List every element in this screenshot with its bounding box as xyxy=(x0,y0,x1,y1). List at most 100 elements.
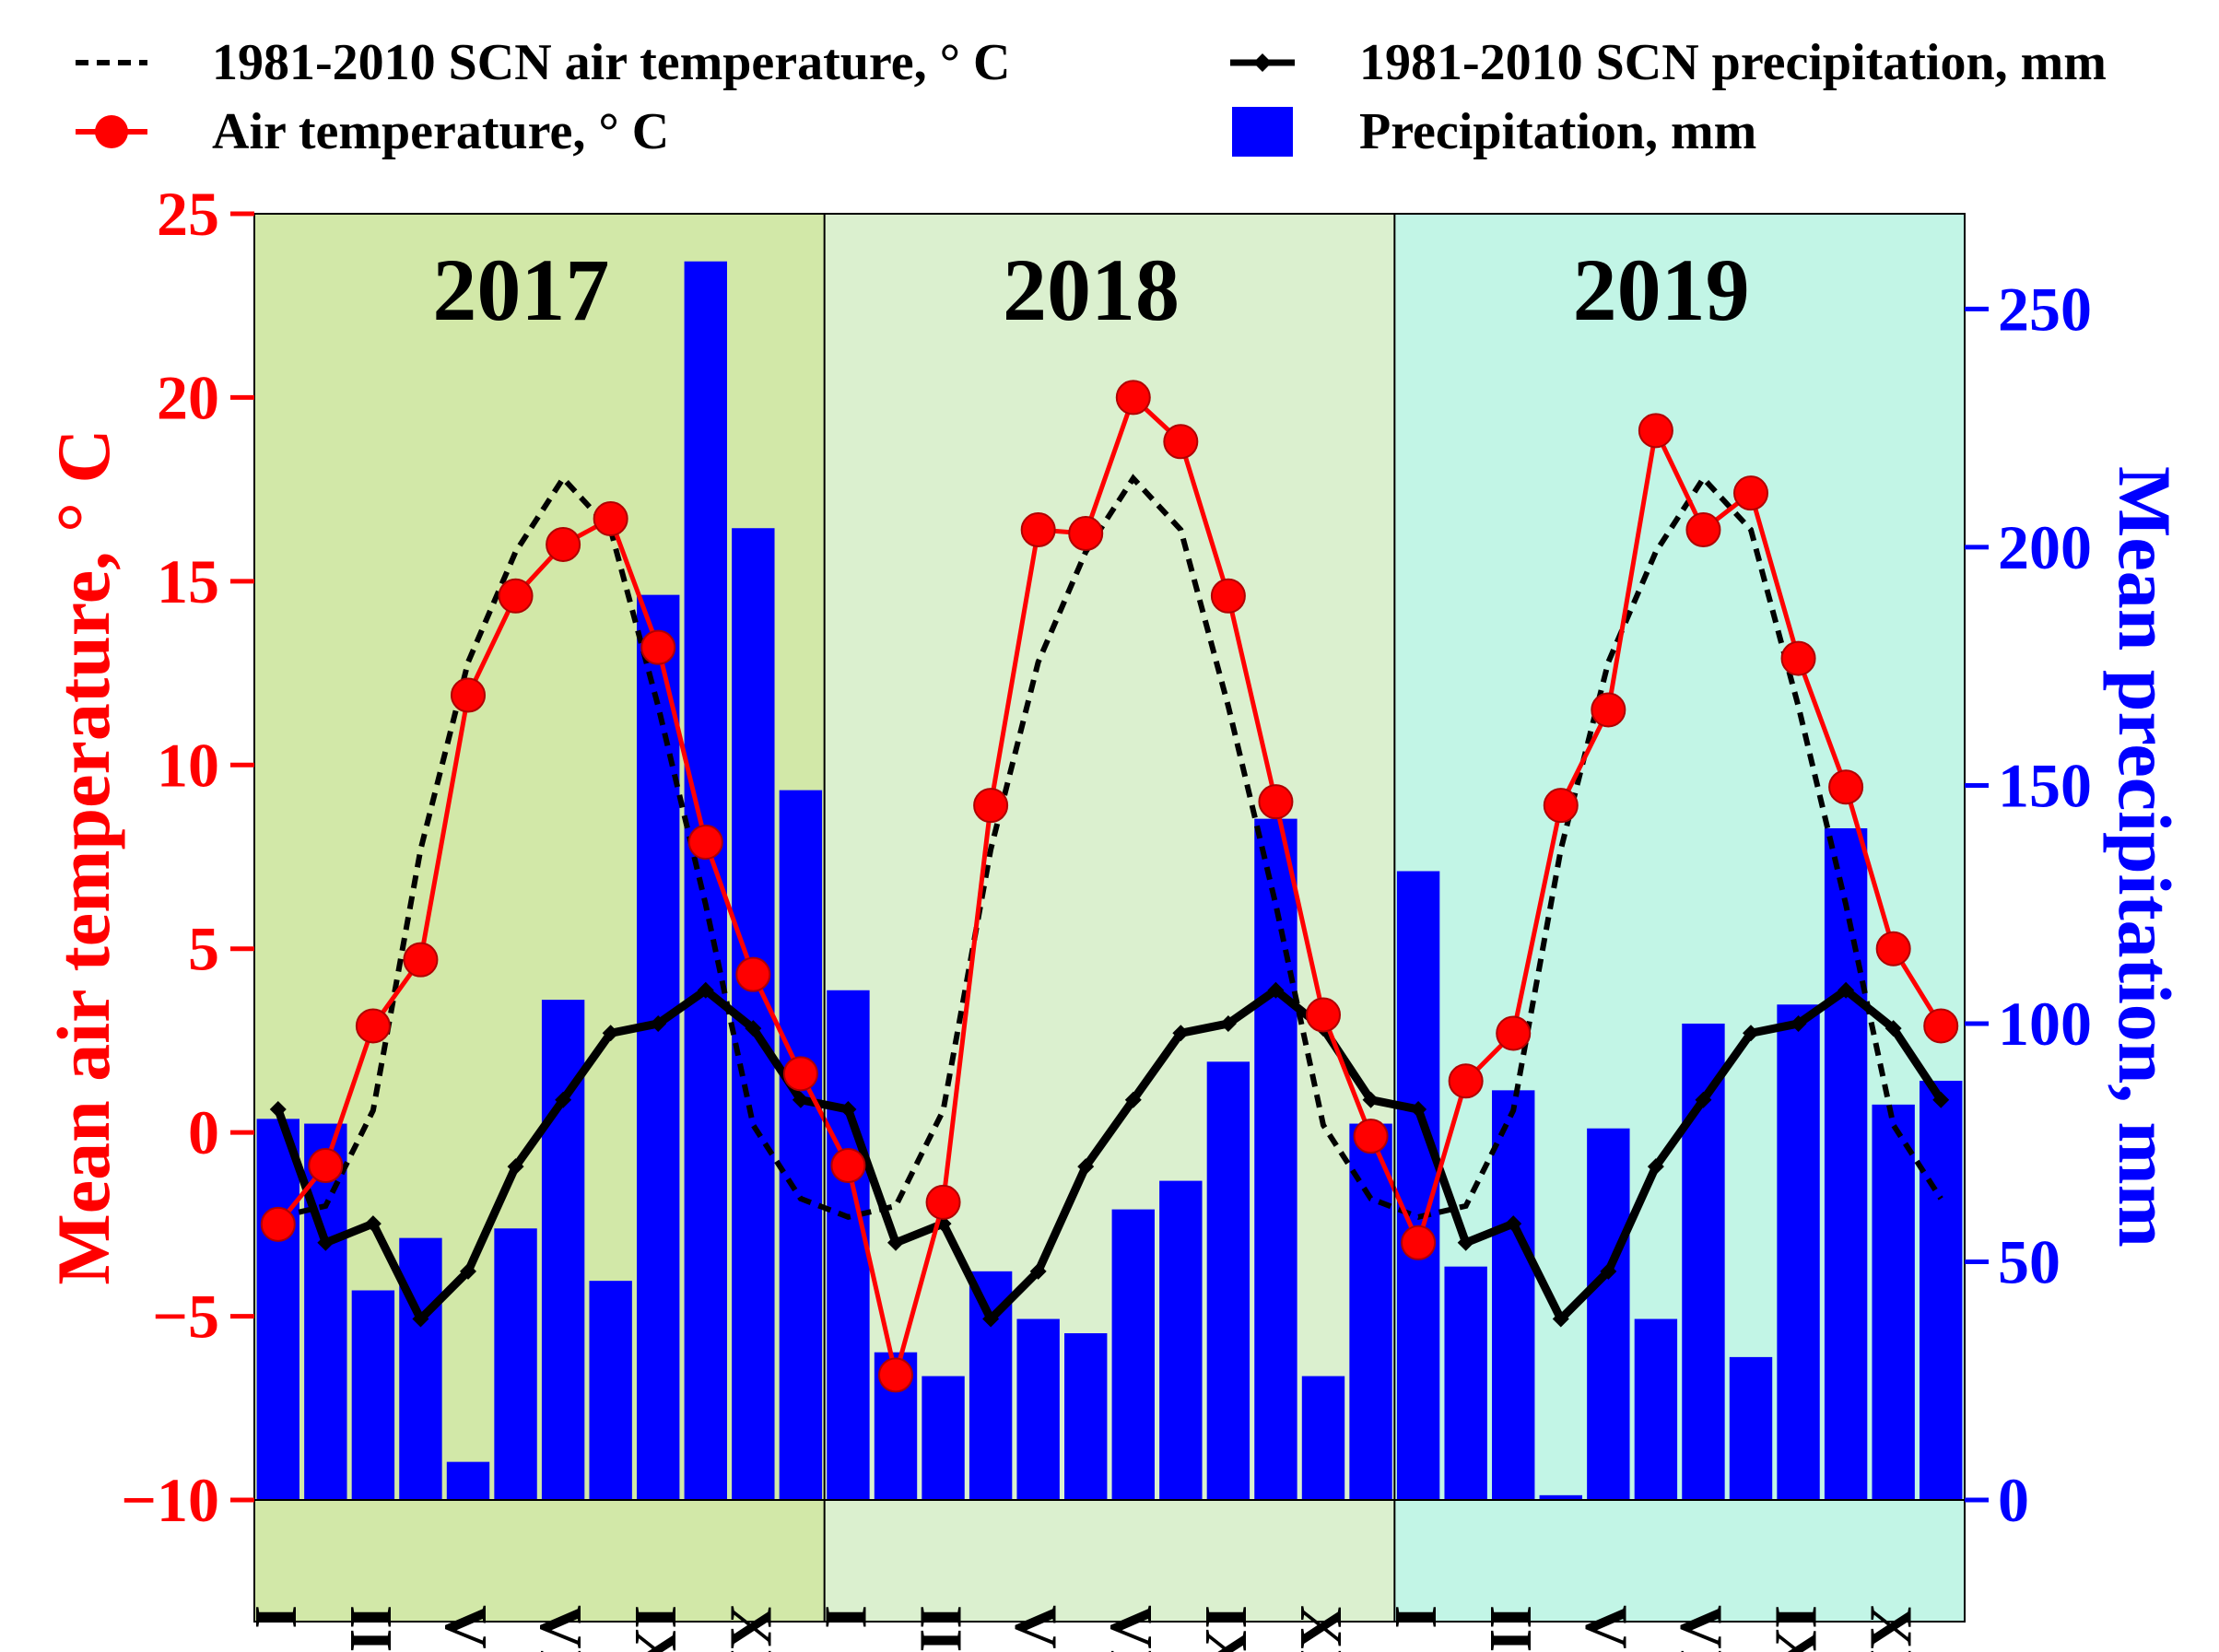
air-temp-point-15 xyxy=(973,788,1009,824)
scn-precip-point-32 xyxy=(1790,1014,1807,1032)
air-temp-point-7 xyxy=(593,501,628,537)
year-label-2019: 2019 xyxy=(1573,240,1750,339)
precip-bar-26 xyxy=(1492,1090,1535,1500)
month-label-2018-I: I xyxy=(812,1605,879,1629)
left-tick-label-25: 25 xyxy=(157,179,219,249)
scn-precip-point-27 xyxy=(1552,1310,1569,1328)
scn-precip-point-20 xyxy=(1219,1014,1237,1032)
left-axis-title: Mean air temperature, ° C xyxy=(41,428,125,1284)
right-tick-label-200: 200 xyxy=(1998,512,2092,582)
month-label-2017-XI: XI xyxy=(717,1605,784,1652)
scn-precip-point-3 xyxy=(412,1310,429,1328)
air-temp-point-11 xyxy=(782,1056,818,1092)
scn-precip-point-34 xyxy=(1884,1020,1902,1037)
precip-bar-28 xyxy=(1587,1128,1630,1500)
legend-precip-label: Precipitation, mm xyxy=(1359,103,1756,160)
precip-bar-19 xyxy=(1159,1180,1203,1500)
air-temp-point-18 xyxy=(1115,380,1151,416)
scn-precip-point-5 xyxy=(507,1158,524,1176)
air-temp-point-31 xyxy=(1733,475,1768,511)
precip-bar-22 xyxy=(1301,1376,1345,1500)
left-tick-label-10: 10 xyxy=(157,730,219,800)
scn-precip-point-19 xyxy=(1172,1025,1190,1042)
air-temp-point-13 xyxy=(878,1357,913,1393)
precip-bar-0 xyxy=(256,1119,299,1500)
precip-bar-4 xyxy=(446,1461,490,1500)
year-label-2017: 2017 xyxy=(432,240,609,339)
scn-precip-point-31 xyxy=(1743,1025,1759,1042)
air-temp-point-1 xyxy=(308,1148,344,1184)
precip-bar-7 xyxy=(589,1281,632,1500)
air-temp-point-22 xyxy=(1306,997,1341,1033)
panel-2019 xyxy=(1394,214,1965,1622)
left-tick-label-20: 20 xyxy=(157,362,219,432)
scn-precip-point-24 xyxy=(1410,1101,1427,1119)
legend-scn-precip-marker xyxy=(1253,53,1272,72)
precip-bar-16 xyxy=(1016,1318,1060,1500)
scn-precip-point-28 xyxy=(1600,1262,1617,1280)
month-label-2019-I: I xyxy=(1382,1605,1450,1629)
precip-bar-29 xyxy=(1634,1318,1678,1500)
scn-precip-point-35 xyxy=(1932,1091,1950,1108)
scn-precip-point-8 xyxy=(650,1014,667,1032)
air-temp-point-8 xyxy=(640,629,676,665)
air-temp-point-12 xyxy=(830,1148,866,1184)
precip-bar-3 xyxy=(399,1237,442,1500)
precip-bar-14 xyxy=(922,1376,965,1500)
scn-precip-point-2 xyxy=(364,1215,382,1233)
precip-bar-20 xyxy=(1206,1061,1250,1500)
scn-precip-point-12 xyxy=(839,1101,857,1119)
scn-precip-line xyxy=(274,985,1944,1327)
left-tick-label-15: 15 xyxy=(157,546,219,616)
legend-air-temp-label: Air temperature, ° C xyxy=(212,103,669,160)
scn-precip-point-25 xyxy=(1457,1234,1474,1251)
precip-bar-8 xyxy=(637,594,680,1500)
air-temp-point-10 xyxy=(735,956,771,992)
precip-bar-32 xyxy=(1777,1004,1820,1500)
air-temp-point-6 xyxy=(546,526,581,562)
right-tick-label-0: 0 xyxy=(1998,1465,2029,1535)
month-label-2017-VII: VII xyxy=(527,1605,594,1652)
year-label-2018: 2018 xyxy=(1003,240,1180,339)
scn-precip-point-23 xyxy=(1362,1091,1380,1108)
month-label-2019-III: III xyxy=(1477,1605,1544,1652)
panel-2017 xyxy=(254,214,825,1622)
scn-precip-point-33 xyxy=(1837,981,1855,999)
scn-precip-point-18 xyxy=(1124,1091,1142,1108)
plot-frame xyxy=(253,213,1966,1623)
month-label-2019-VII: VII xyxy=(1667,1605,1734,1652)
legend-precip-swatch xyxy=(1232,107,1293,157)
right-tick-label-250: 250 xyxy=(1998,274,2092,344)
air-temp-point-27 xyxy=(1543,788,1579,824)
precip-bar-35 xyxy=(1920,1081,1963,1500)
precip-bar-21 xyxy=(1254,818,1297,1500)
month-label-2018-IX: IX xyxy=(1192,1605,1260,1652)
month-label-2017-IX: IX xyxy=(622,1605,689,1652)
left-tick-label-5: 5 xyxy=(188,914,219,984)
right-axis-title: Mean precipitation, mm xyxy=(2103,466,2187,1248)
precip-bar-18 xyxy=(1111,1209,1155,1500)
month-label-2018-XI: XI xyxy=(1287,1605,1355,1652)
precip-bar-27 xyxy=(1539,1494,1582,1500)
precip-bar-31 xyxy=(1729,1356,1773,1500)
precip-bar-2 xyxy=(351,1290,395,1500)
air-temp-point-32 xyxy=(1780,640,1816,676)
legend: 1981-2010 SCN air temperature, ° C 1981-… xyxy=(76,34,2107,160)
precip-bar-11 xyxy=(779,790,823,1500)
legend-scn-temp-label: 1981-2010 SCN air temperature, ° C xyxy=(212,34,1010,91)
air-temp-point-14 xyxy=(925,1184,961,1220)
legend-air-temp-marker xyxy=(95,115,128,148)
air-temp-point-17 xyxy=(1068,516,1104,552)
month-label-2017-I: I xyxy=(242,1605,310,1629)
air-temp-point-3 xyxy=(403,942,439,978)
legend-scn-precip-label: 1981-2010 SCN precipitation, mm xyxy=(1359,34,2107,91)
air-temp-point-20 xyxy=(1210,578,1246,614)
month-label-2018-VII: VII xyxy=(1098,1605,1165,1652)
precip-bar-12 xyxy=(827,990,870,1500)
right-tick-label-50: 50 xyxy=(1998,1226,2060,1296)
right-tick-label-150: 150 xyxy=(1998,750,2092,820)
air-temp-point-2 xyxy=(355,1008,391,1044)
scn-temp-line xyxy=(277,474,1943,1221)
precip-bar-5 xyxy=(494,1228,537,1500)
air-temp-point-28 xyxy=(1591,692,1626,728)
